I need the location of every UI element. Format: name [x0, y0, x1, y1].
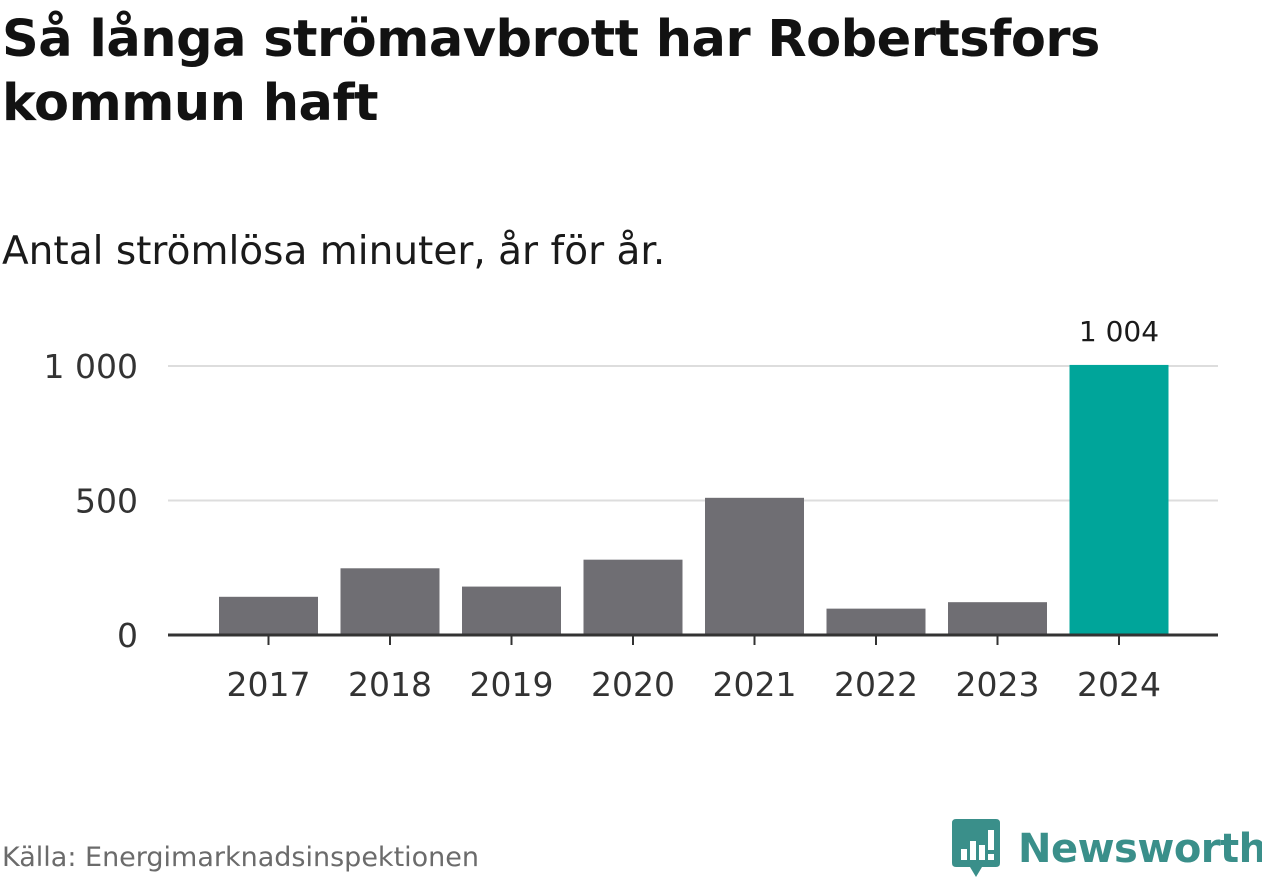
x-tick-label: 2022: [834, 665, 918, 704]
y-tick-label: 1 000: [44, 347, 138, 386]
x-tick-label: 2017: [227, 665, 311, 704]
chart-title: Så långa strömavbrott har Robertsfors ko…: [2, 10, 1100, 133]
source-note: Källa: Energimarknadsinspektionen: [2, 842, 480, 873]
bar-chart-speech-bubble-icon: [952, 819, 1000, 877]
chart-subtitle: Antal strömlösa minuter, år för år.: [2, 229, 666, 274]
data-label: 1 004: [1079, 315, 1159, 348]
y-tick-label: 500: [75, 482, 138, 521]
bar-2018: [340, 568, 440, 635]
x-tick-label: 2023: [956, 665, 1040, 704]
x-tick-label: 2021: [713, 665, 797, 704]
x-tick-label: 2024: [1077, 665, 1161, 704]
bar-2024: [1069, 364, 1169, 635]
y-tick-label: 0: [117, 616, 138, 655]
bar-2023: [948, 602, 1047, 635]
bar-2017: [219, 596, 318, 635]
x-tick-label: 2018: [348, 665, 432, 704]
x-tick-label: 2019: [470, 665, 554, 704]
bars: [219, 364, 1169, 635]
bar-2019: [462, 586, 561, 635]
x-tick-label: 2020: [591, 665, 675, 704]
bar-2020: [583, 559, 683, 635]
brand-name: Newsworthy: [1018, 826, 1262, 872]
newsworthy-logo: Newsworthy: [952, 818, 1262, 880]
axes: [168, 633, 1218, 645]
gridlines: [168, 365, 1218, 502]
labels: 0 500 1 000 2017 2018 2019 2020 2021 2022 2023 202…: [44, 315, 1161, 704]
bar-2022: [826, 608, 926, 635]
bar-2021: [705, 497, 804, 635]
